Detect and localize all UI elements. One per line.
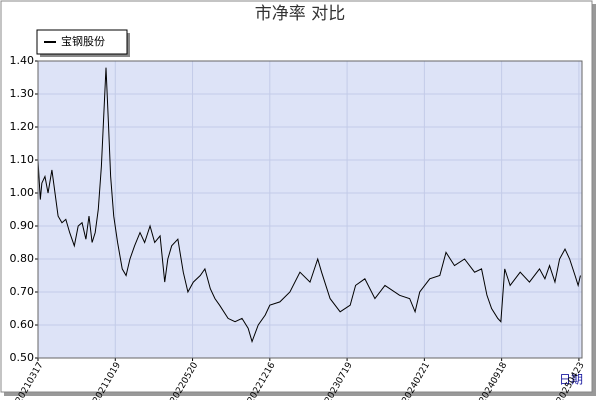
y-tick-label: 0.80 xyxy=(10,252,35,265)
plot-border xyxy=(37,60,583,359)
legend-label: 宝钢股份 xyxy=(61,34,105,48)
data-line xyxy=(37,67,581,344)
y-tick-label: 0.50 xyxy=(10,351,35,364)
y-tick-label: 1.00 xyxy=(10,186,35,199)
legend: 宝钢股份 xyxy=(36,29,130,57)
y-tick-label: 0.70 xyxy=(10,285,35,298)
y-tick-label: 1.40 xyxy=(10,54,35,67)
y-tick-label: 1.10 xyxy=(10,153,35,166)
y-tick-label: 1.20 xyxy=(10,120,35,133)
y-tick-label: 0.90 xyxy=(10,219,35,232)
y-tick-label: 0.60 xyxy=(10,318,35,331)
chart-title: 市净率 对比 xyxy=(255,4,345,24)
x-axis-label: 日期 xyxy=(559,373,583,387)
y-tick-label: 1.30 xyxy=(10,87,35,100)
plot-area xyxy=(37,60,583,359)
